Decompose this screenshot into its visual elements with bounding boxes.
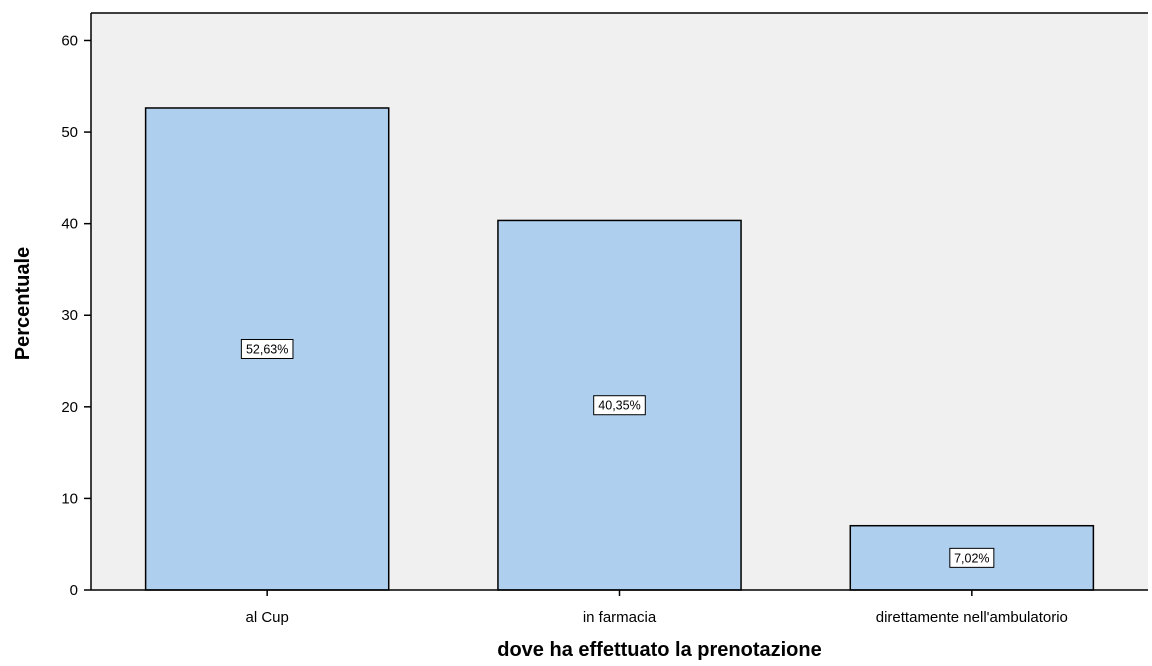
data-label-box-2 bbox=[949, 547, 995, 568]
x-tick-label-2: direttamente nell'ambulatorio bbox=[876, 609, 1068, 626]
axes-group bbox=[90, 12, 1148, 591]
data-label-1: 40,35% bbox=[598, 399, 640, 413]
data-label-2: 7,02% bbox=[954, 551, 989, 565]
y-axis-title: Percentuale bbox=[12, 247, 34, 360]
x-tick-label-1: in farmacia bbox=[583, 609, 657, 626]
y-tick-label-4: 40 bbox=[61, 216, 78, 233]
y-tick-label-2: 20 bbox=[61, 399, 78, 416]
x-tick-label-0: al Cup bbox=[245, 609, 288, 626]
data-label-box-1 bbox=[593, 395, 646, 416]
y-tick-label-6: 60 bbox=[61, 32, 78, 49]
data-label-0: 52,63% bbox=[246, 342, 288, 356]
bars-group: 52,63% 40,35% 7,02% bbox=[144, 107, 1095, 591]
y-tick-label-1: 10 bbox=[61, 490, 78, 507]
y-tick-label-0: 0 bbox=[70, 582, 78, 599]
y-tick-label-5: 50 bbox=[61, 124, 78, 141]
x-axis-title: dove ha effettuato la prenotazione bbox=[497, 639, 821, 661]
tick-marks-group bbox=[84, 39, 973, 596]
y-tick-label-3: 30 bbox=[61, 307, 78, 324]
data-label-box-0 bbox=[240, 338, 294, 359]
